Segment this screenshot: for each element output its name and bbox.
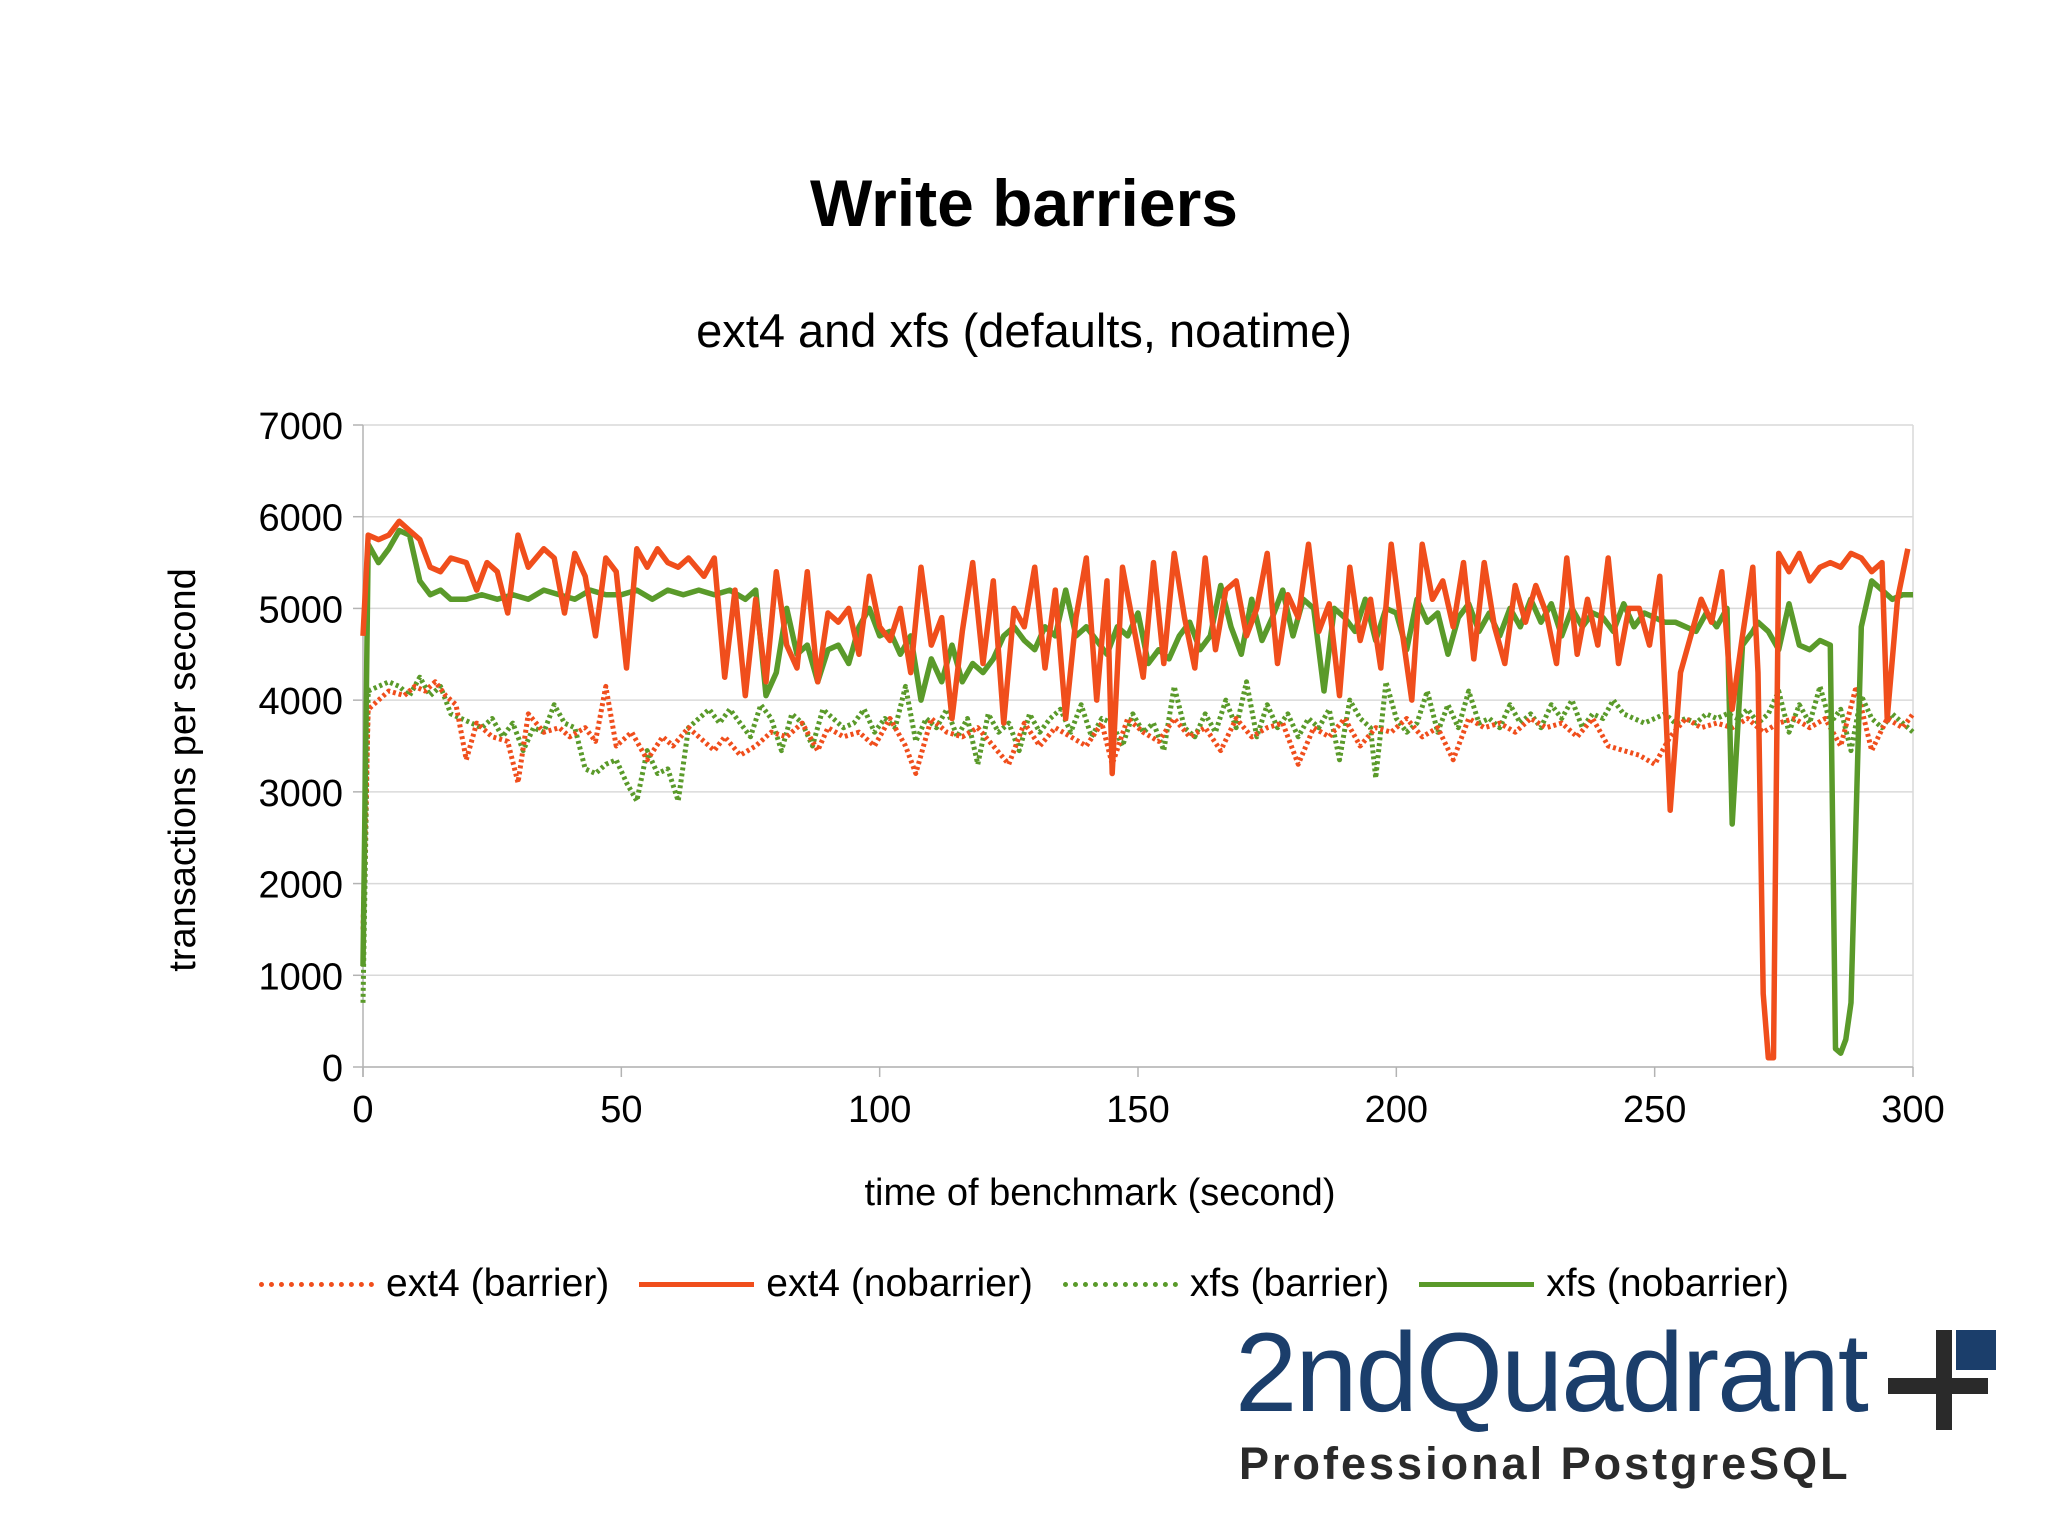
series-line-0: [360, 679, 1916, 930]
legend-label-2: xfs (barrier): [1189, 1262, 1390, 1305]
tick-labels: 0 1000 2000 3000 4000 5000 6000 7000 0 50 100 150 20…: [258, 406, 1944, 1131]
legend-swatch-3: [1419, 1281, 1535, 1287]
x-tick-label-0: 0: [352, 1089, 373, 1131]
legend-swatch-2: [1062, 1281, 1178, 1287]
y-tick-label-5: 5000: [258, 589, 343, 631]
y-tick-label-4: 4000: [258, 681, 343, 723]
x-tick-label-4: 200: [1365, 1089, 1428, 1131]
x-tick-label-3: 150: [1106, 1089, 1169, 1131]
company-logo: 2ndQuadrant Professional PostgreSQL: [1235, 1310, 1996, 1490]
y-axis-label: transactions per second: [162, 568, 204, 971]
chart-title: Write barriers: [810, 166, 1238, 240]
legend: ext4 (barrier) ext4 (nobarrier) xfs (barri…: [0, 1262, 2048, 1306]
logo-plus-mark-icon: [1888, 1330, 1996, 1430]
grid-lines: [363, 424, 1914, 1068]
y-tick-label-6: 6000: [258, 498, 343, 540]
x-axis-label: time of benchmark (second): [865, 1172, 1336, 1214]
x-tick-label-5: 250: [1623, 1089, 1686, 1131]
legend-item-2: xfs (barrier): [1062, 1262, 1390, 1306]
legend-swatch-1: [639, 1281, 755, 1287]
legend-item-0: ext4 (barrier): [259, 1262, 609, 1306]
legend-label-1: ext4 (nobarrier): [766, 1262, 1033, 1305]
series-lines: [360, 518, 1916, 1061]
logo-tagline: Professional PostgreSQL: [1239, 1438, 1851, 1489]
series-line-2: [360, 674, 1915, 1003]
x-tick-label-2: 100: [848, 1089, 911, 1131]
logo-wordmark: 2ndQuadrant: [1235, 1310, 1869, 1435]
legend-swatch-0: [259, 1281, 375, 1287]
legend-item-1: ext4 (nobarrier): [639, 1262, 1033, 1306]
y-tick-label-2: 2000: [258, 865, 343, 907]
series-line-1: [360, 518, 1911, 1061]
legend-label-3: xfs (nobarrier): [1546, 1262, 1789, 1305]
x-tick-label-6: 300: [1881, 1089, 1944, 1131]
axes: [353, 424, 1914, 1077]
chart-subtitle: ext4 and xfs (defaults, noatime): [696, 304, 1352, 357]
y-tick-label-7: 7000: [258, 406, 343, 448]
y-tick-label-1: 1000: [258, 956, 343, 998]
x-tick-label-1: 50: [600, 1089, 642, 1131]
legend-item-3: xfs (nobarrier): [1419, 1262, 1789, 1306]
series-line-3: [360, 527, 1913, 1056]
legend-label-0: ext4 (barrier): [386, 1262, 610, 1305]
y-tick-label-3: 3000: [258, 773, 343, 815]
y-tick-label-0: 0: [322, 1048, 343, 1090]
